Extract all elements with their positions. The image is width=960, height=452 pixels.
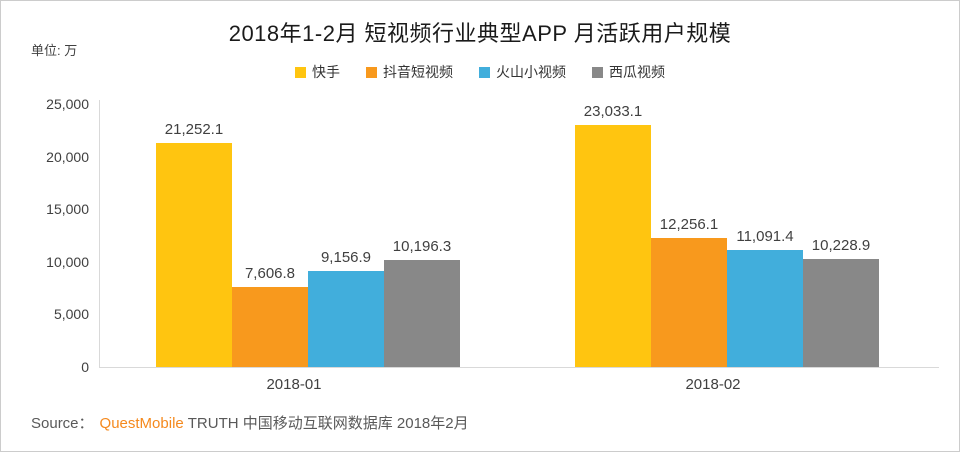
legend-label-kuaishou: 快手: [312, 64, 340, 80]
bar-xigua-2018-01: [384, 260, 460, 367]
y-tick-25000: 25,000: [46, 96, 89, 112]
legend-swatch-kuaishou: [295, 66, 306, 78]
bar-xigua-2018-02: [803, 259, 879, 367]
legend-swatch-huoshan: [479, 66, 490, 78]
bar-douyin-2018-02: [651, 238, 727, 367]
legend: 快手 抖音短视频 火山小视频 西瓜视频: [1, 62, 959, 82]
y-tick-15000: 15,000: [46, 201, 89, 218]
bar-kuaishou-2018-01: [156, 143, 232, 367]
bar-label-douyin-2018-01: 7,606.8: [244, 265, 296, 282]
legend-label-douyin: 抖音短视频: [383, 64, 453, 80]
y-tick-10000: 10,000: [46, 253, 89, 270]
bar-label-xigua-2018-01: 10,196.3: [392, 238, 452, 255]
bar-label-kuaishou-2018-01: 21,252.1: [164, 121, 224, 138]
y-tick-5000: 5,000: [53, 306, 89, 323]
bar-label-huoshan-2018-02: 11,091.4: [736, 228, 794, 245]
bar-kuaishou-2018-02: [575, 125, 651, 367]
bar-douyin-2018-01: [232, 287, 308, 367]
legend-label-xigua: 西瓜视频: [609, 64, 665, 80]
legend-swatch-xigua: [592, 66, 603, 78]
x-label-2018-01: 2018-01: [266, 376, 322, 393]
bar-huoshan-2018-01: [308, 271, 384, 367]
source-brand: QuestMobile: [99, 415, 184, 432]
legend-item-douyin: 抖音短视频: [366, 62, 453, 82]
source-prefix: Source：: [31, 415, 94, 432]
y-tick-20000: 20,000: [46, 148, 89, 165]
legend-item-huoshan: 火山小视频: [479, 62, 566, 82]
chart-title: 2018年1-2月 短视频行业典型APP 月活跃用户规模: [228, 21, 732, 46]
x-axis-line: [99, 367, 939, 368]
x-label-2018-02: 2018-02: [685, 376, 741, 393]
y-axis-line: [99, 100, 100, 368]
legend-label-huoshan: 火山小视频: [496, 64, 566, 80]
bar-label-xigua-2018-02: 10,228.9: [811, 237, 871, 254]
bar-label-huoshan-2018-01: 9,156.9: [320, 249, 372, 266]
bar-huoshan-2018-02: [727, 250, 803, 367]
legend-swatch-douyin: [366, 66, 377, 78]
y-tick-0: 0: [81, 359, 89, 375]
source-line: Source： QuestMobile TRUTH 中国移动互联网数据库 2018年…: [31, 412, 469, 433]
unit-label: 单位: 万: [31, 43, 78, 58]
bar-label-douyin-2018-02: 12,256.1: [659, 216, 719, 233]
legend-item-kuaishou: 快手: [295, 62, 340, 82]
source-suffix: TRUTH 中国移动互联网数据库 2018年2月: [187, 415, 469, 432]
legend-item-xigua: 西瓜视频: [592, 62, 665, 82]
bar-label-kuaishou-2018-02: 23,033.1: [583, 103, 643, 120]
